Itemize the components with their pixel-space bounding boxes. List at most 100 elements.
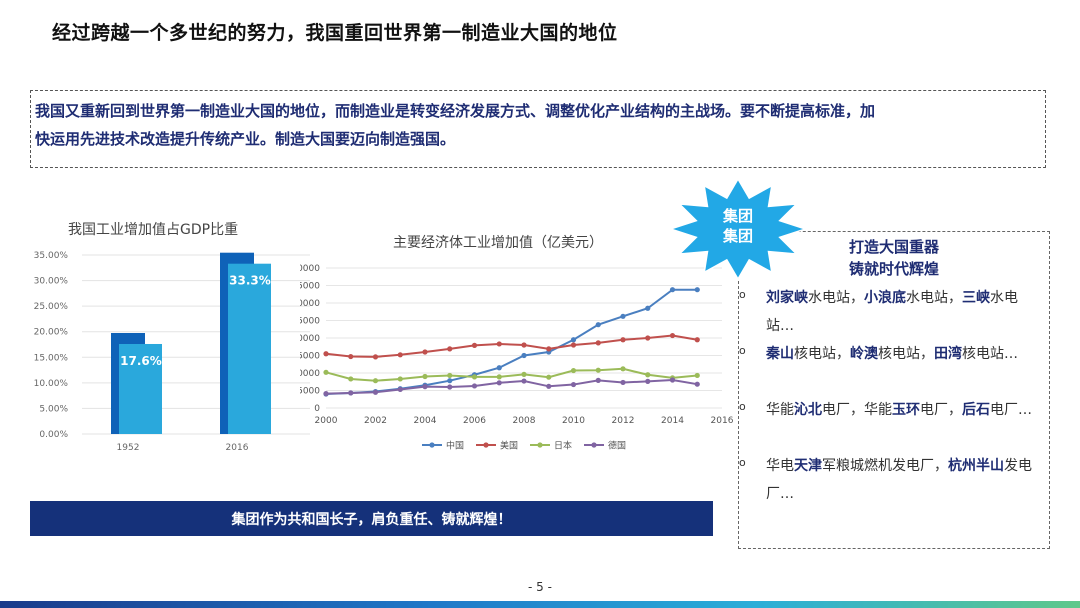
achievement-text: 秦山核电站，岭澳核电站，田湾核电站… [766, 340, 1041, 368]
bar-x-tick: 1952 [117, 443, 140, 453]
project-text: 华能 [766, 402, 794, 418]
series-point-日本 [447, 372, 453, 379]
project-name: 秦山 [766, 346, 794, 362]
series-point-日本 [471, 374, 478, 380]
badge-text: 集团 集团 [663, 206, 813, 246]
legend-marker-美国 [483, 442, 489, 448]
intro-line-2: 快运用先进技术改造提升传统产业。制造大国要迈向制造强国。 [35, 130, 456, 148]
badge-line-2: 集团 [722, 227, 753, 245]
group-badge: 集团 集团 [663, 177, 813, 281]
line-y-tick: 10000 [300, 369, 320, 379]
series-point-德国 [694, 381, 700, 387]
project-name: 三峡 [962, 290, 990, 306]
series-point-美国 [447, 346, 453, 352]
starburst-icon [668, 177, 808, 281]
project-name: 岭澳 [850, 346, 878, 362]
bar-y-tick: 20.00% [34, 328, 69, 338]
project-text: 水电站， [906, 290, 962, 306]
achievements-panel: 打造大国重器 铸就时代辉煌 o 刘家峡水电站，小浪底水电站，三峡水电站… o 秦山核电… [738, 231, 1050, 549]
project-text: 水电站… [766, 290, 1018, 334]
series-point-德国 [372, 389, 379, 395]
series-point-日本 [595, 367, 601, 373]
legend-marker-中国 [429, 442, 435, 448]
series-point-德国 [546, 383, 552, 389]
series-point-美国 [645, 335, 651, 341]
series-point-日本 [496, 374, 502, 380]
series-line-日本 [325, 367, 698, 382]
series-point-日本 [620, 366, 626, 372]
line-y-tick: 0 [314, 404, 320, 414]
line-x-tick: 2016 [711, 416, 734, 426]
series-point-美国 [397, 352, 403, 358]
series-point-德国 [447, 384, 453, 390]
legend-marker-日本 [537, 442, 543, 448]
bar-1952 [119, 343, 162, 434]
series-point-德国 [521, 378, 527, 384]
intro-text: 我国又重新回到世界第一制造业大国的地位，而制造业是转变经济发展方式、调整优化产业… [35, 97, 1043, 153]
series-point-美国 [323, 351, 329, 357]
line-y-tick: 20000 [300, 334, 320, 344]
footer-gradient-bar [0, 601, 1080, 608]
project-text: 发电厂… [766, 458, 1032, 502]
bar-chart-title: 我国工业增加值占GDP比重 [68, 222, 239, 238]
series-point-德国 [422, 384, 428, 390]
series-point-德国 [348, 390, 354, 396]
page-number: - 5 - [528, 580, 552, 594]
series-point-中国 [669, 287, 676, 293]
bullet-icon: o [739, 344, 746, 357]
line-y-tick: 5000 [300, 387, 320, 397]
series-point-德国 [620, 379, 626, 386]
series-line-中国 [325, 288, 698, 395]
series-point-德国 [471, 383, 478, 389]
panel-heading-line-2: 铸就时代辉煌 [848, 260, 939, 278]
slide-title: 经过跨越一个多世纪的努力，我国重回世界第一制造业大国的地位 [52, 22, 618, 44]
series-point-美国 [694, 337, 700, 343]
series-point-美国 [546, 346, 552, 352]
series-point-日本 [422, 373, 428, 380]
project-text: 电厂，华能 [822, 402, 892, 418]
line-y-tick: 25000 [300, 317, 320, 327]
project-name: 玉环 [892, 402, 920, 418]
series-point-德国 [323, 391, 329, 397]
legend-label-德国: 德国 [608, 440, 626, 452]
project-name: 杭州半山 [948, 458, 1004, 474]
intro-box: 我国又重新回到世界第一制造业大国的地位，而制造业是转变经济发展方式、调整优化产业… [30, 90, 1046, 168]
series-point-德国 [397, 386, 403, 393]
project-name: 田湾 [934, 346, 962, 362]
badge-line-1: 集团 [722, 207, 753, 225]
line-x-tick: 2004 [414, 416, 437, 426]
series-point-德国 [645, 378, 651, 384]
project-text: 水电站， [808, 290, 864, 306]
project-text: 电厂… [990, 402, 1032, 418]
line-x-tick: 2000 [315, 416, 338, 426]
project-text: 华电 [766, 458, 794, 474]
bar-y-tick: 35.00% [34, 251, 69, 261]
bar-chart: 0.00% 5.00% 10.00% 15.00% 20.00% 25.00% 30.00%… [34, 251, 310, 453]
series-point-中国 [694, 287, 700, 293]
project-name: 小浪底 [864, 290, 906, 306]
project-name: 天津 [794, 458, 822, 474]
series-point-德国 [570, 381, 577, 388]
series-point-中国 [645, 305, 651, 311]
series-point-日本 [372, 378, 379, 384]
project-text: 军粮城燃机发电厂， [822, 458, 948, 474]
line-x-tick: 2002 [364, 416, 387, 426]
legend-label-日本: 日本 [554, 440, 572, 452]
series-point-中国 [570, 337, 577, 343]
panel-heading: 打造大国重器 铸就时代辉煌 [739, 236, 1049, 280]
project-name: 后石 [962, 402, 990, 418]
series-point-日本 [546, 374, 552, 380]
series-line-德国 [325, 378, 698, 395]
achievement-text: 华能沁北电厂，华能玉环电厂，后石电厂… [766, 396, 1041, 424]
legend-label-中国: 中国 [446, 440, 464, 452]
series-point-日本 [348, 376, 354, 382]
slogan-banner: 集团作为共和国长子，肩负重任、铸就辉煌！ [30, 501, 713, 536]
panel-heading-line-1: 打造大国重器 [848, 238, 939, 256]
legend-marker-德国 [591, 442, 597, 448]
series-point-日本 [323, 369, 329, 375]
series-point-美国 [595, 340, 601, 346]
line-chart: 0 5000 10000 15000 20000 25000 30000 35000 40000… [300, 264, 734, 452]
project-name: 沁北 [794, 402, 822, 418]
intro-line-1: 我国又重新回到世界第一制造业大国的地位，而制造业是转变经济发展方式、调整优化产业… [35, 102, 876, 120]
series-point-德国 [669, 377, 676, 383]
